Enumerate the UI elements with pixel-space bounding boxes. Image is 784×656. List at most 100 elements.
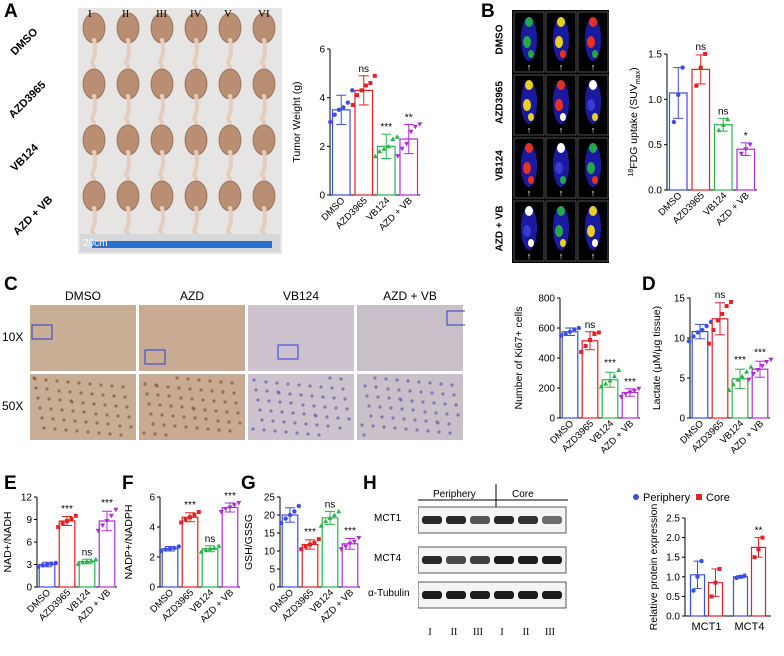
nucleus-dot [184, 425, 188, 429]
nucleus-dot [258, 408, 262, 412]
significance-label: *** [224, 491, 236, 502]
ihc-column-label: AZD [180, 289, 204, 303]
pet-hotspot [589, 17, 597, 27]
pet-hotspot [557, 206, 565, 216]
bar [78, 560, 96, 588]
nucleus-dot [434, 411, 438, 415]
nucleus-dot [230, 381, 234, 385]
nucleus-dot [51, 417, 55, 421]
data-point [636, 386, 642, 392]
blot-band [494, 556, 514, 564]
pet-arrow: ↑ [559, 251, 564, 261]
nucleus-dot [182, 415, 186, 419]
data-point [363, 83, 368, 88]
data-point [350, 88, 355, 93]
data-point [73, 513, 78, 518]
blot-bands [418, 484, 568, 609]
blot-strip [418, 581, 567, 609]
data-point [412, 124, 418, 130]
nucleus-dot [206, 427, 210, 431]
nucleus-dot [384, 377, 388, 381]
blot-band [518, 556, 538, 564]
nucleus-dot [328, 376, 332, 380]
y-tick-label: 4 [149, 523, 155, 534]
y-tick-label: 0 [149, 583, 155, 594]
bar [38, 563, 56, 588]
bar [321, 517, 339, 588]
significance-label: *** [754, 348, 766, 359]
panel-letter-h: H [363, 473, 377, 494]
nucleus-dot [151, 422, 155, 426]
data-point [327, 515, 333, 520]
data-point [715, 318, 720, 323]
data-point [299, 547, 304, 552]
data-point [328, 119, 333, 125]
data-point [408, 129, 414, 135]
nucleus-dot [369, 414, 373, 418]
blot-protein-label: MCT4 [374, 553, 402, 564]
data-point [372, 73, 377, 78]
nucleus-dot [166, 385, 170, 389]
nucleus-dot [84, 420, 88, 424]
pet-hotspot [587, 99, 595, 111]
nucleus-dot [123, 395, 127, 399]
data-point [747, 142, 753, 148]
y-tick-label: 200 [538, 384, 555, 395]
nucleus-dot [360, 423, 364, 427]
y-tick-label: 2 [319, 142, 325, 153]
pet-hotspot [560, 113, 566, 121]
nucleus-dot [55, 379, 59, 383]
nucleus-dot [203, 408, 207, 412]
pet-image-panel: ↑ ↑ ↑ ↑ ↑ ↑ ↑ ↑ ↑ ↑ ↑ ↑ [512, 10, 609, 263]
data-point [100, 523, 106, 528]
blot-band [542, 591, 562, 599]
nucleus-dot [436, 421, 440, 425]
nucleus-dot [362, 433, 366, 437]
data-point [596, 330, 601, 335]
data-point [236, 501, 242, 506]
nucleus-dot [214, 409, 218, 413]
data-point [390, 136, 396, 142]
nucleus-dot [116, 414, 120, 418]
data-point [713, 580, 718, 585]
nucleus-dot [188, 387, 192, 391]
nucleus-dot [158, 403, 162, 407]
blot-band [470, 516, 490, 524]
blot-lane-label: III [545, 627, 555, 638]
nucleus-dot [280, 410, 284, 414]
nucleus-dot [282, 420, 286, 424]
nucleus-dot [201, 398, 205, 402]
blot-band [446, 591, 466, 599]
nucleus-dot [234, 401, 238, 405]
nucleus-dot [308, 384, 312, 388]
nucleus-dot [143, 382, 147, 386]
pet-arrow: ↑ [591, 251, 596, 261]
nucleus-dot [252, 378, 256, 382]
nucleus-dot [38, 406, 42, 410]
panel-letter-f: F [122, 473, 134, 494]
ihc-row-label: 50X [2, 399, 24, 413]
nucleus-dot [119, 433, 123, 437]
data-point [735, 377, 741, 382]
nucleus-dot [60, 408, 64, 412]
y-axis-label: GSH/GSSG [243, 514, 255, 570]
zoom-box [277, 344, 299, 360]
nucleus-dot [58, 398, 62, 402]
data-point [56, 525, 61, 529]
y-tick-label: 6 [319, 45, 325, 56]
pet-hotspot [589, 143, 597, 153]
y-tick-label: 600 [538, 324, 555, 335]
nucleus-dot [256, 398, 260, 402]
nucleus-dot [264, 380, 268, 384]
nucleus-dot [49, 407, 53, 411]
y-tick-label: 2.0 [666, 533, 680, 544]
nucleus-dot [99, 383, 103, 387]
data-point [724, 304, 729, 308]
nucleus-dot [94, 412, 98, 416]
bar [221, 506, 239, 588]
blot-band [470, 591, 490, 599]
bar [161, 548, 179, 588]
pet-hotspot [528, 50, 534, 58]
nucleus-dot [380, 415, 384, 419]
nucleus-dot [106, 422, 110, 426]
